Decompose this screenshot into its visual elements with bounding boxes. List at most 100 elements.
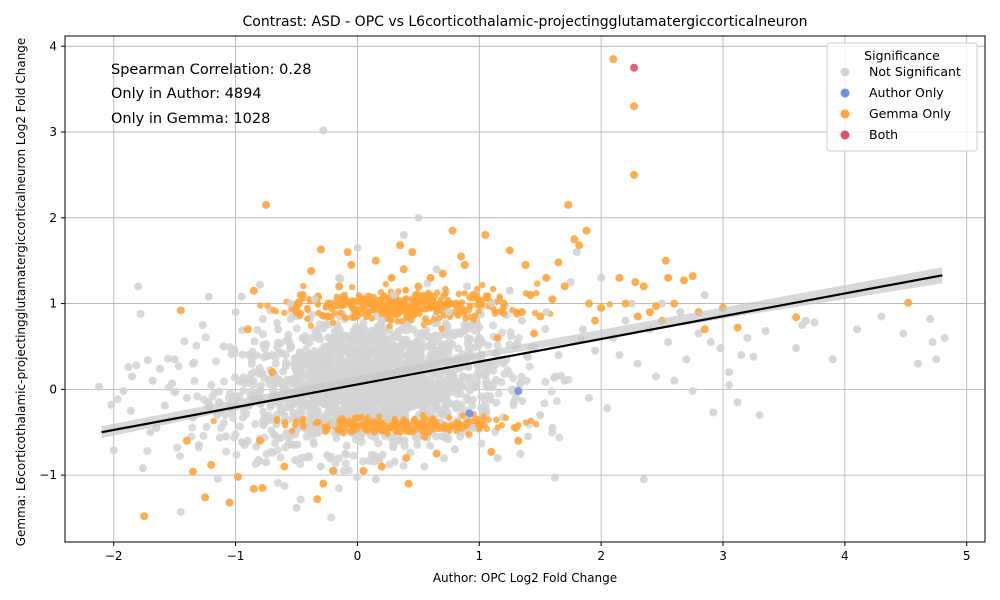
data-point: [347, 260, 356, 269]
cloud-point: [258, 315, 267, 324]
x-tick-label: 4: [841, 549, 849, 563]
spearman-annotation: Spearman Correlation: 0.28: [111, 62, 311, 78]
data-point: [670, 376, 679, 385]
cloud-point: [390, 332, 399, 341]
cloud-point: [450, 331, 459, 340]
cloud-point: [525, 362, 534, 371]
data-point: [420, 432, 429, 441]
y-tick-label: 4: [49, 39, 57, 53]
cloud-point: [188, 423, 197, 432]
y-tick-label: 3: [49, 125, 57, 139]
data-point: [639, 282, 648, 291]
cloud-point: [471, 326, 480, 335]
band-point: [402, 287, 409, 294]
data-point: [469, 291, 478, 300]
legend-marker: [840, 88, 850, 98]
data-point: [633, 359, 642, 368]
cloud-point: [413, 440, 422, 449]
data-point: [926, 315, 935, 324]
data-point: [676, 308, 685, 317]
data-point: [148, 376, 157, 385]
cloud-point: [193, 392, 202, 401]
cloud-point: [349, 347, 358, 356]
band-point: [375, 413, 383, 420]
data-point: [109, 446, 118, 455]
cloud-point: [379, 357, 388, 366]
band-point: [210, 417, 217, 425]
data-point: [564, 200, 573, 209]
band-point: [337, 309, 344, 316]
data-point: [438, 411, 447, 420]
cloud-point: [250, 337, 259, 346]
data-point: [572, 248, 581, 257]
x-axis-ticks: −2 −1 0 1 2 3 4 5: [105, 542, 971, 563]
band-point: [384, 421, 391, 429]
cloud-point: [232, 450, 241, 459]
data-point: [313, 495, 322, 504]
data-point: [584, 299, 593, 308]
band-point: [480, 413, 487, 420]
cloud-point: [342, 405, 351, 414]
cloud-point: [270, 431, 279, 440]
cloud-point: [330, 406, 339, 415]
data-point: [408, 248, 417, 257]
cloud-point: [253, 326, 262, 335]
data-point: [170, 355, 179, 364]
band-point: [533, 289, 540, 297]
cloud-point: [315, 335, 324, 344]
data-point: [761, 327, 770, 336]
cloud-point: [190, 376, 199, 385]
band-point: [338, 417, 346, 425]
cloud-point: [523, 353, 532, 362]
cloud-point: [364, 344, 373, 353]
data-point: [570, 235, 579, 244]
data-point: [524, 432, 533, 441]
x-tick-label: −2: [105, 549, 123, 563]
cloud-point: [174, 362, 183, 371]
data-point: [255, 436, 264, 445]
data-point: [733, 398, 742, 407]
data-point: [493, 333, 502, 342]
data-point: [630, 102, 639, 111]
data-point: [743, 333, 752, 342]
cloud-point: [317, 396, 326, 405]
band-point: [527, 417, 535, 424]
cloud-point: [374, 439, 383, 448]
band-point: [348, 284, 356, 291]
cloud-point: [357, 437, 366, 446]
data-point: [597, 273, 606, 282]
band-point: [264, 302, 271, 309]
cloud-point: [260, 345, 269, 354]
cloud-point: [259, 330, 268, 339]
cloud-point: [515, 380, 524, 389]
cloud-point: [276, 453, 285, 462]
band-point: [324, 425, 331, 432]
data-point: [176, 507, 185, 516]
data-point: [335, 282, 344, 291]
band-point: [480, 296, 488, 303]
data-point: [377, 462, 386, 471]
band-point: [391, 415, 398, 423]
cloud-point: [113, 395, 122, 404]
data-point: [913, 359, 922, 368]
band-point: [362, 426, 369, 433]
band-point: [300, 423, 307, 430]
cloud-point: [280, 481, 289, 490]
cloud-point: [389, 440, 398, 449]
data-point: [377, 316, 386, 325]
data-point: [670, 299, 679, 308]
cloud-point: [326, 334, 335, 343]
data-point: [234, 472, 243, 481]
cloud-point: [406, 376, 415, 385]
band-point: [455, 290, 463, 298]
data-point: [292, 503, 301, 512]
data-point: [160, 401, 169, 410]
band-point: [355, 414, 363, 422]
band-point: [446, 414, 453, 421]
data-point: [658, 299, 667, 308]
band-point: [498, 308, 505, 316]
cloud-point: [339, 467, 348, 476]
cloud-point: [273, 319, 282, 328]
data-point: [128, 372, 137, 381]
band-point: [352, 298, 360, 305]
